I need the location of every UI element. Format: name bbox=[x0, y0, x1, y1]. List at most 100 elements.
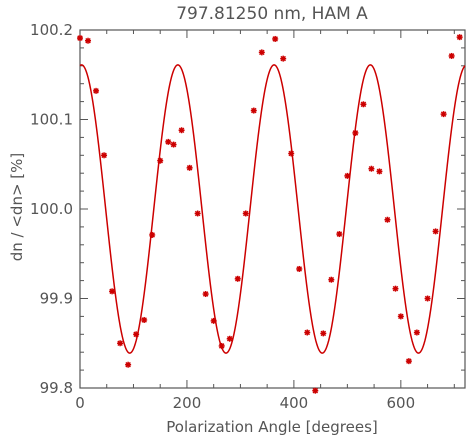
data-point bbox=[125, 361, 132, 368]
asterisk-stroke bbox=[101, 152, 107, 159]
data-point bbox=[178, 127, 185, 134]
data-point bbox=[141, 316, 148, 323]
data-point bbox=[424, 295, 431, 302]
asterisk-stroke bbox=[414, 329, 420, 336]
asterisk-stroke bbox=[440, 111, 447, 117]
x-tick-label: 400 bbox=[280, 394, 309, 412]
asterisk-stroke bbox=[226, 335, 233, 342]
asterisk-stroke bbox=[448, 53, 455, 59]
data-point bbox=[376, 168, 383, 175]
asterisk-stroke bbox=[77, 35, 83, 41]
data-point bbox=[186, 164, 193, 171]
data-point bbox=[405, 358, 412, 365]
asterisk-stroke bbox=[384, 216, 391, 223]
asterisk-stroke bbox=[376, 168, 383, 175]
asterisk-stroke bbox=[202, 291, 209, 297]
data-point bbox=[456, 34, 463, 41]
asterisk-stroke bbox=[360, 101, 367, 108]
asterisk-stroke bbox=[259, 49, 265, 56]
data-point bbox=[157, 157, 164, 164]
y-tick-label: 100.1 bbox=[30, 111, 73, 129]
x-tick-label: 200 bbox=[173, 394, 202, 412]
data-point bbox=[440, 111, 447, 118]
asterisk-stroke bbox=[406, 358, 412, 364]
asterisk-stroke bbox=[109, 288, 115, 295]
asterisk-stroke bbox=[178, 127, 185, 134]
data-point bbox=[242, 210, 249, 217]
asterisk-stroke bbox=[251, 107, 257, 114]
asterisk-stroke bbox=[352, 130, 359, 136]
y-tick-label: 99.8 bbox=[40, 379, 73, 397]
data-point bbox=[432, 228, 439, 235]
data-point bbox=[368, 165, 375, 172]
data-point bbox=[218, 342, 225, 349]
asterisk-stroke bbox=[336, 231, 343, 237]
asterisk-stroke bbox=[170, 141, 177, 148]
data-point bbox=[109, 288, 116, 295]
data-point bbox=[328, 276, 335, 283]
fit-curve-layer bbox=[79, 64, 466, 354]
asterisk-stroke bbox=[133, 331, 139, 338]
asterisk-stroke bbox=[392, 285, 399, 292]
y-tick-label: 99.9 bbox=[40, 290, 73, 308]
asterisk-stroke bbox=[85, 37, 91, 44]
data-point bbox=[352, 129, 359, 136]
data-point bbox=[133, 331, 140, 338]
data-point bbox=[93, 87, 100, 94]
asterisk-stroke bbox=[93, 88, 99, 94]
asterisk-stroke bbox=[125, 361, 131, 368]
data-point bbox=[202, 291, 209, 298]
asterisk-stroke bbox=[117, 340, 123, 347]
asterisk-stroke bbox=[304, 329, 311, 336]
data-point bbox=[448, 52, 455, 59]
tick-labels: 0 200 400 600 99.8 99.9 100.0 100.1 100.2 bbox=[30, 21, 415, 412]
chart-title: 797.81250 nm, HAM A bbox=[176, 4, 368, 24]
data-point bbox=[77, 35, 83, 42]
axis-ticks bbox=[79, 29, 465, 389]
data-point bbox=[101, 152, 108, 159]
data-point bbox=[234, 275, 241, 282]
x-tick-label: 600 bbox=[387, 394, 416, 412]
data-point bbox=[296, 265, 303, 272]
data-point bbox=[320, 330, 327, 337]
data-point bbox=[397, 313, 404, 320]
asterisk-stroke bbox=[210, 318, 217, 324]
y-axis-label: dn / <dn> [%] bbox=[8, 153, 26, 262]
data-point bbox=[413, 329, 420, 336]
fit-curve bbox=[79, 64, 466, 354]
data-point bbox=[288, 150, 295, 157]
asterisk-stroke bbox=[280, 55, 286, 62]
data-points-layer bbox=[77, 34, 463, 394]
asterisk-stroke bbox=[296, 266, 303, 272]
data-point bbox=[149, 231, 156, 238]
data-point bbox=[312, 387, 319, 394]
asterisk-stroke bbox=[165, 139, 172, 145]
asterisk-stroke bbox=[432, 228, 439, 235]
data-point bbox=[336, 231, 343, 238]
asterisk-stroke bbox=[328, 276, 335, 283]
x-axis-label: Polarization Angle [degrees] bbox=[166, 418, 378, 436]
asterisk-stroke bbox=[242, 210, 249, 217]
asterisk-stroke bbox=[368, 165, 375, 172]
y-tick-label: 100.2 bbox=[30, 21, 73, 39]
data-point bbox=[170, 141, 177, 148]
asterisk-stroke bbox=[344, 173, 351, 179]
asterisk-stroke bbox=[424, 295, 431, 302]
asterisk-stroke bbox=[234, 276, 241, 282]
asterisk-stroke bbox=[320, 330, 327, 337]
asterisk-stroke bbox=[288, 150, 294, 157]
data-point bbox=[165, 138, 172, 145]
asterisk-stroke bbox=[186, 165, 193, 171]
data-point bbox=[280, 55, 287, 62]
asterisk-stroke bbox=[194, 210, 201, 217]
data-point bbox=[258, 49, 265, 56]
y-tick-label: 100.0 bbox=[30, 200, 73, 218]
asterisk-stroke bbox=[456, 34, 463, 40]
asterisk-stroke bbox=[272, 36, 278, 42]
data-point bbox=[194, 210, 201, 217]
data-point bbox=[250, 107, 257, 114]
data-point bbox=[226, 335, 233, 342]
x-tick-label: 0 bbox=[75, 394, 85, 412]
